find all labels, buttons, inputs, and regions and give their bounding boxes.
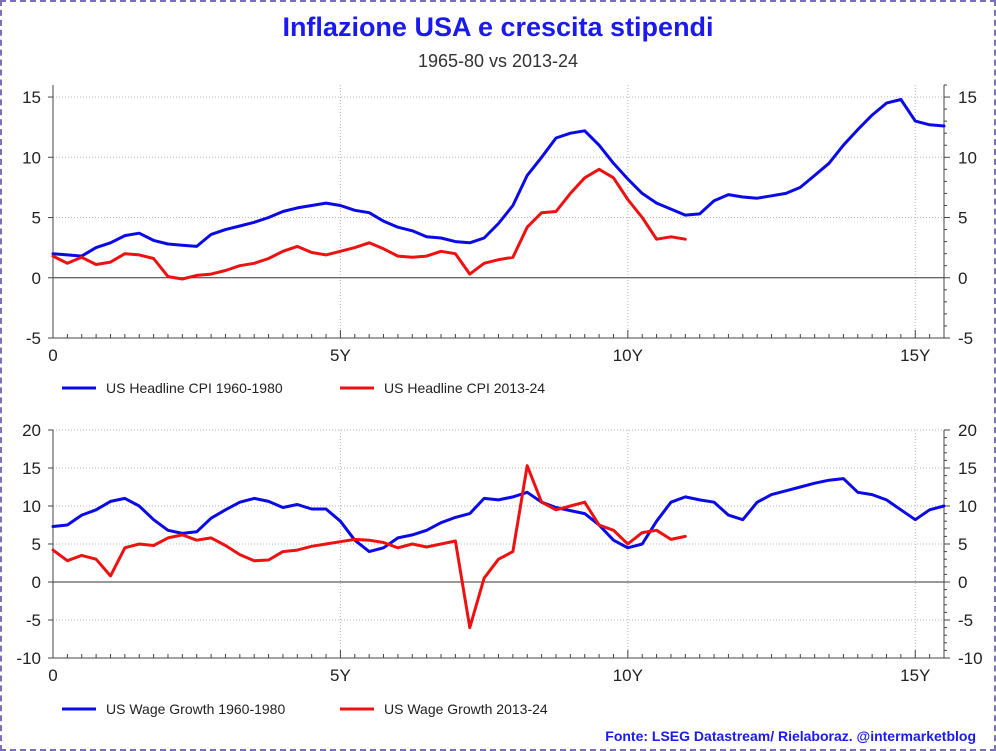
y-tick-label-left: 10	[22, 497, 41, 516]
legend-label: US Wage Growth 1960-1980	[106, 701, 285, 717]
y-tick-label-right: 15	[958, 88, 977, 107]
y-tick-label-left: 10	[22, 148, 41, 167]
x-tick-label: 10Y	[613, 346, 643, 365]
y-tick-label-right: 5	[958, 535, 967, 554]
series-line-blue	[51, 98, 946, 258]
x-tick-label: 15Y	[900, 666, 930, 685]
x-tick-label: 0	[48, 346, 57, 365]
x-tick-label: 5Y	[330, 346, 351, 365]
chart-panels: -5 -5 0 0 5 5 10 10 15 15 0 5Y 10Y 15Y US Headline CPI…	[16, 84, 983, 717]
y-tick-label-right: -5	[958, 611, 973, 630]
y-tick-label-left: 15	[22, 459, 41, 478]
y-tick-label-right: -5	[958, 329, 973, 348]
chart-subtitle: 1965-80 vs 2013-24	[418, 51, 578, 71]
chart-title: Inflazione USA e crescita stipendi	[282, 12, 713, 42]
y-tick-label-right: 10	[958, 148, 977, 167]
y-tick-label-left: 15	[22, 88, 41, 107]
x-tick-label: 5Y	[330, 666, 351, 685]
source-note: Fonte: LSEG Datastream/ Rielaboraz. @int…	[605, 728, 976, 744]
y-tick-label-left: 0	[32, 573, 41, 592]
series-line-red	[51, 167, 687, 281]
y-tick-label-left: 5	[32, 209, 41, 228]
series-line-red	[51, 464, 687, 630]
y-tick-label-right: 5	[958, 209, 967, 228]
y-tick-label-left: 20	[22, 421, 41, 440]
legend-label: US Headline CPI 2013-24	[384, 380, 545, 396]
y-tick-label-left: 0	[32, 269, 41, 288]
legend-label: US Wage Growth 2013-24	[384, 701, 548, 717]
y-tick-label-right: -10	[958, 649, 983, 668]
y-tick-label-left: -10	[16, 649, 41, 668]
y-tick-label-right: 0	[958, 573, 967, 592]
chart-panel-cpi: -5 -5 0 0 5 5 10 10 15 15 0 5Y 10Y 15Y US Headline CPI…	[22, 84, 977, 396]
y-tick-label-left: 5	[32, 535, 41, 554]
y-tick-label-right: 10	[958, 497, 977, 516]
x-tick-label: 10Y	[613, 666, 643, 685]
legend-label: US Headline CPI 1960-1980	[106, 380, 283, 396]
y-tick-label-right: 20	[958, 421, 977, 440]
y-tick-label-left: -5	[26, 611, 41, 630]
x-tick-label: 15Y	[900, 346, 930, 365]
y-tick-label-right: 15	[958, 459, 977, 478]
chart-panel-wage: -10 -10 -5 -5 0 0 5 5 10 10 15 15 20 20 0 5Y 10Y 15Y US Wa…	[16, 421, 982, 717]
y-tick-label-left: -5	[26, 329, 41, 348]
x-tick-label: 0	[48, 666, 57, 685]
y-tick-label-right: 0	[958, 269, 967, 288]
series-line-blue	[51, 477, 946, 554]
